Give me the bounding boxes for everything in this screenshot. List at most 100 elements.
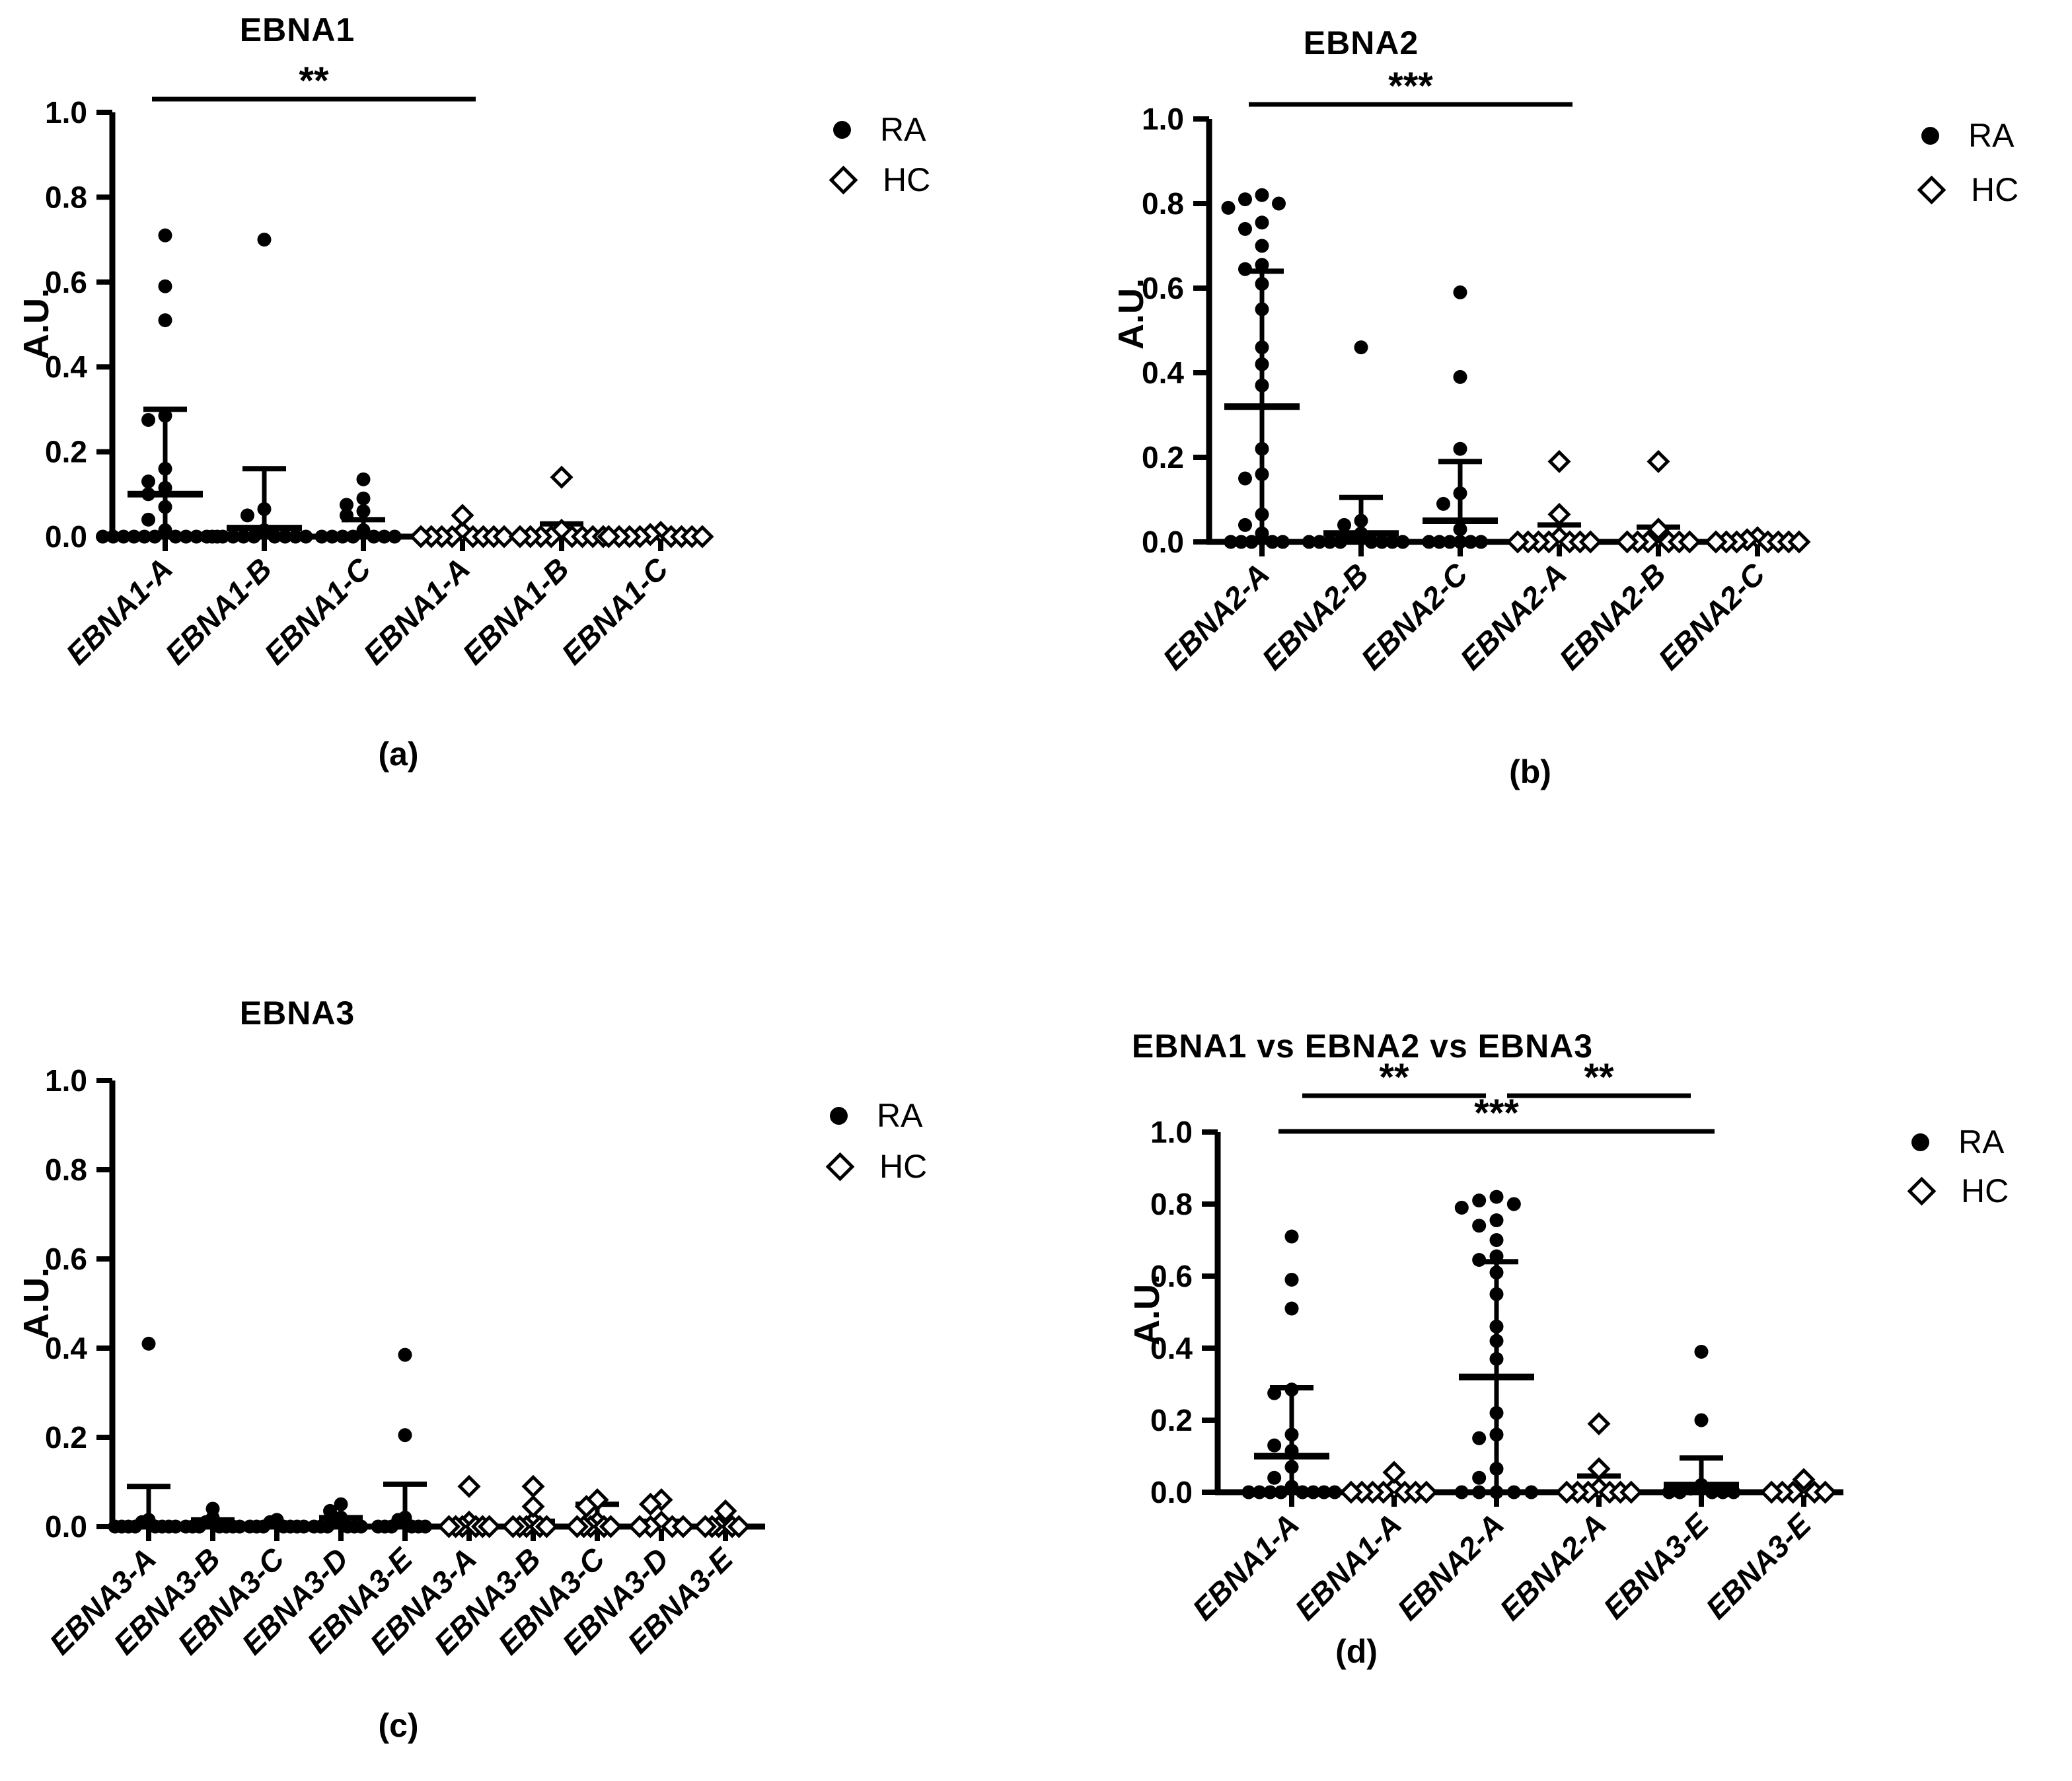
data-point-diamond [599,1515,622,1538]
filled-circle-icon [1921,126,1939,145]
data-point-circle [127,529,141,544]
y-tick-label: 0.6 [45,1242,87,1276]
data-point-circle [1489,1462,1504,1476]
data-point-diamond [1646,517,1670,541]
data-point-circle [1265,535,1280,549]
data-point-circle [1453,369,1467,384]
x-tick-label: EBNA2-B [1553,556,1672,676]
significance-stars: *** [1474,1092,1519,1135]
data-point-circle [299,529,313,544]
data-point-circle [1272,196,1286,211]
data-point-circle [1472,1252,1487,1267]
data-point-circle [1694,1478,1709,1492]
panel-d-plot: 0.00.20.40.60.81.0EBNA1-AEBNA1-AEBNA2-AE… [1150,1056,1843,1627]
x-tick-label: EBNA2-C [1652,556,1772,677]
data-point-circle [158,279,172,293]
data-point-circle [1238,517,1252,532]
data-point-circle [1255,526,1269,541]
data-point-circle [1472,1194,1487,1208]
data-point-circle [141,512,155,527]
data-point-circle [1241,1485,1256,1499]
filled-circle-icon [833,120,851,139]
data-point-circle [1395,535,1410,549]
panel-a-plot: 0.00.20.40.60.81.0EBNA1-AEBNA1-BEBNA1-CE… [45,59,714,671]
data-point-circle [377,529,391,544]
data-point-circle [356,523,371,537]
data-point-circle [1694,1344,1709,1359]
data-point-circle [116,529,131,544]
data-point-circle [141,1336,156,1351]
data-point-circle [158,500,172,514]
data-point-diamond [1547,502,1571,526]
data-point-circle [307,1519,321,1534]
data-point-circle [158,461,172,476]
data-point-diamond [451,504,474,527]
x-tick-label: EBNA2-A [1156,556,1276,676]
panel-c-title: EBNA3 [239,995,355,1032]
data-point-circle [323,1503,338,1518]
data-point-circle [1267,1470,1282,1485]
x-tick-label: EBNA2-B [1255,556,1375,676]
y-tick-label: 0.4 [45,1331,87,1365]
legend-label-ra: RA [880,111,926,148]
data-point-diamond [1555,1480,1578,1504]
significance-stars: *** [1388,65,1433,108]
open-diamond-icon [1907,1176,1937,1205]
data-point-circle [168,529,183,544]
y-tick-label: 1.0 [1142,102,1184,136]
data-point-circle [387,529,402,544]
data-point-circle [1263,1485,1277,1499]
x-tick-label: EBNA1-B [456,551,575,671]
data-point-diamond [550,465,574,489]
data-point-circle [106,529,120,544]
panel-a-ylabel: A.U. [17,288,56,360]
x-tick-label: EBNA1-A [1288,1507,1408,1626]
data-point-circle [1375,535,1389,549]
data-point-circle [314,529,329,544]
panel-b-legend-hc: HC [1917,169,2018,210]
data-point-circle [137,529,151,544]
panel-c-caption: (c) [378,1707,419,1744]
data-point-circle [1489,1287,1504,1301]
y-tick-label: 0.0 [1150,1475,1193,1509]
panel-a-title: EBNA1 [239,11,355,48]
data-point-diamond [693,1515,717,1538]
data-point-circle [1255,378,1269,393]
data-point-diamond [1759,1480,1783,1504]
data-point-circle [1474,535,1488,549]
y-tick-label: 0.0 [1142,525,1184,559]
data-point-circle [1284,1480,1299,1494]
data-point-circle [1354,340,1368,355]
data-point-diamond [1587,1457,1611,1481]
panel-b-ylabel: A.U. [1111,278,1151,350]
data-point-circle [158,228,172,243]
data-point-circle [334,1497,348,1511]
data-point-circle [1327,1485,1342,1499]
data-point-diamond [521,1474,545,1498]
y-tick-label: 0.8 [1142,186,1184,221]
data-point-circle [1276,535,1290,549]
data-point-diamond [1619,1480,1643,1504]
data-point-circle [1267,1438,1282,1453]
data-point-diamond [501,1515,525,1538]
data-point-circle [246,529,261,544]
data-point-circle [1295,1485,1310,1499]
data-point-circle [1454,1485,1469,1499]
data-point-circle [418,1519,433,1534]
data-point-circle [1255,507,1269,521]
data-point-circle [346,529,360,544]
data-point-circle [1267,1386,1282,1400]
data-point-circle [257,233,272,247]
data-point-circle [1255,340,1269,355]
filled-circle-icon [1911,1133,1929,1151]
data-point-diamond [1547,449,1571,473]
panel-d-title: EBNA1 vs EBNA2 vs EBNA3 [1131,1028,1594,1065]
data-point-circle [1454,1200,1469,1215]
data-point-circle [1489,1190,1504,1204]
data-point-circle [1255,277,1269,291]
x-tick-label: EBNA3-E [1699,1506,1818,1625]
data-point-circle [1354,513,1368,528]
data-point-circle [1472,1431,1487,1445]
data-point-diamond [1646,449,1670,473]
data-point-circle [1284,1229,1299,1244]
